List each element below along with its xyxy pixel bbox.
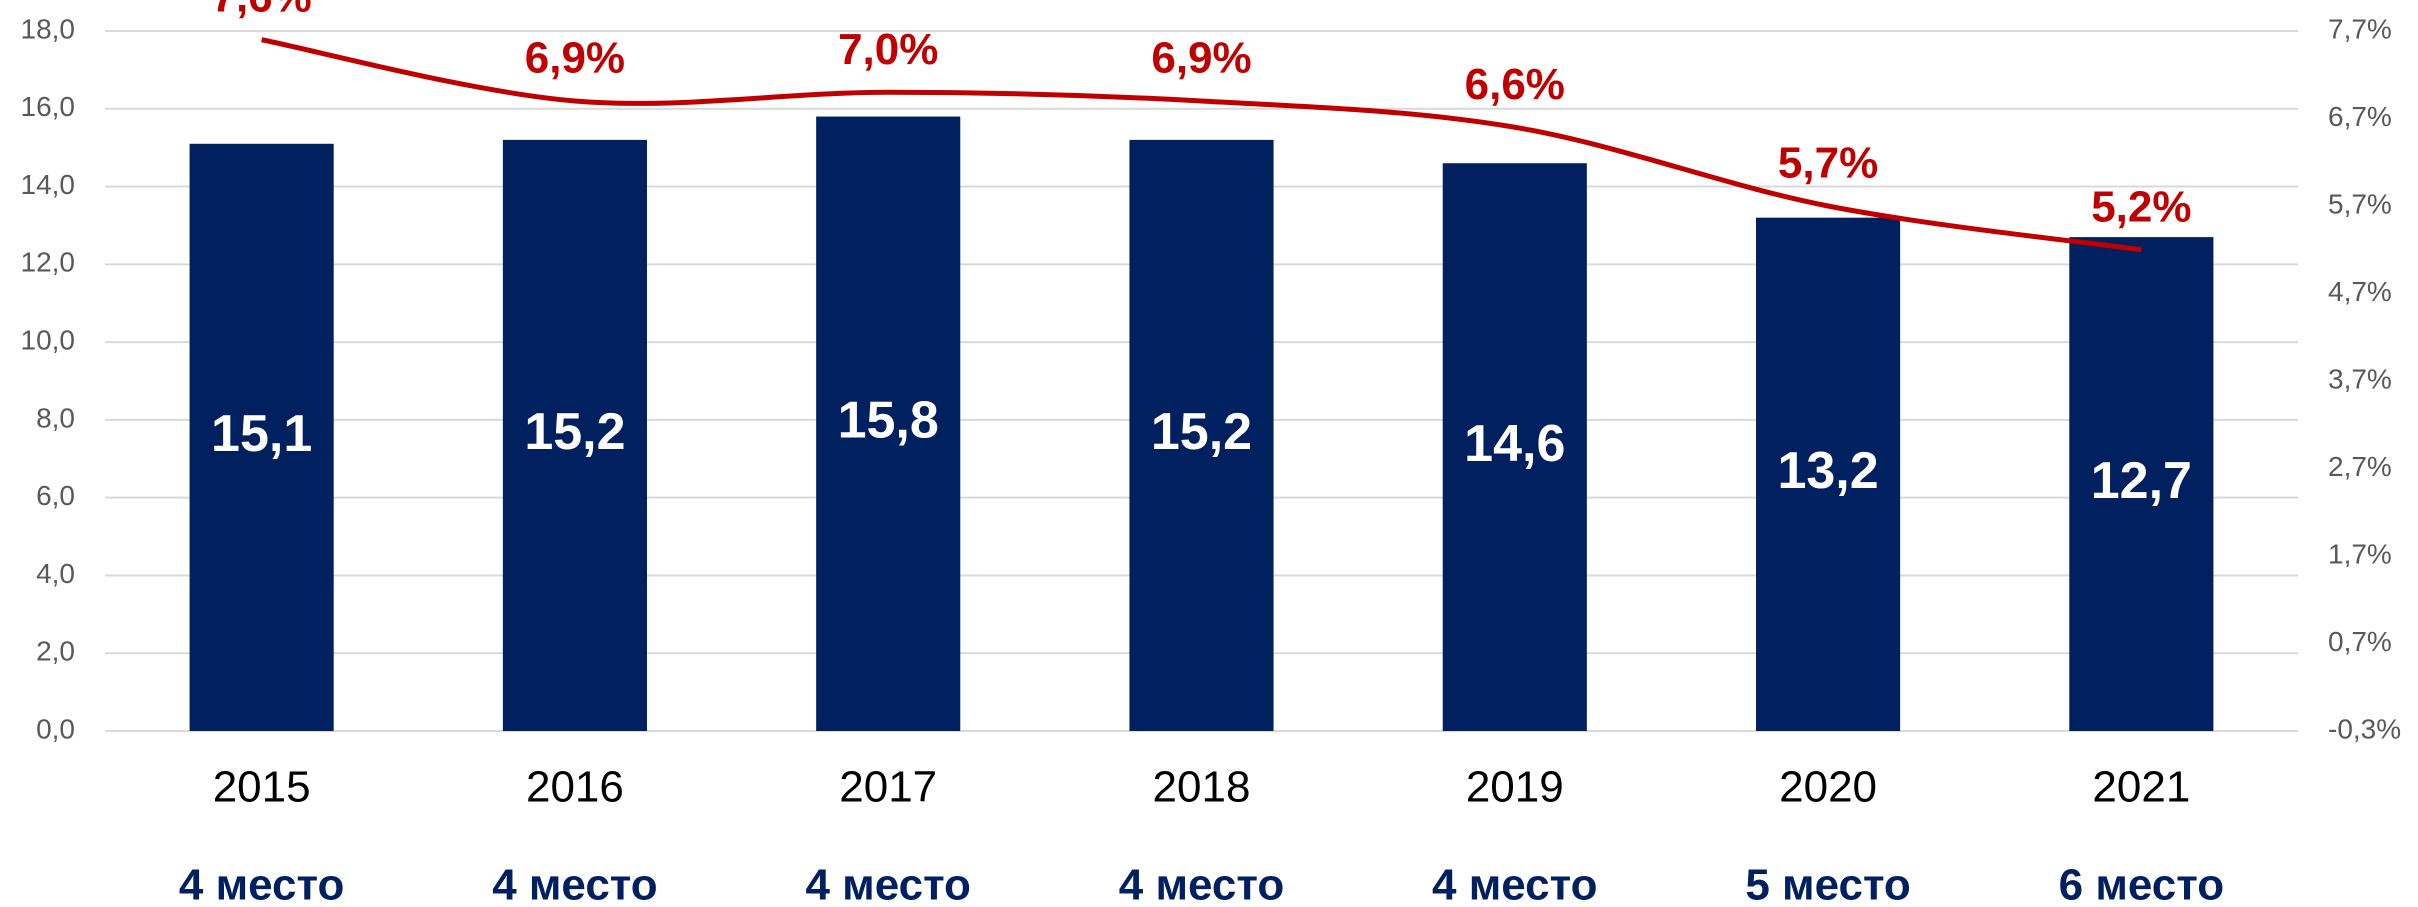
y2-tick-label: -0,3% — [2328, 713, 2401, 744]
y2-tick-label: 2,7% — [2328, 451, 2392, 482]
rank-label: 4 место — [805, 861, 970, 907]
bar-value-label: 15,2 — [1151, 403, 1252, 461]
x-tick-label: 2019 — [1466, 763, 1564, 812]
x-tick-label: 2015 — [213, 763, 311, 812]
bar-value-label: 13,2 — [1777, 442, 1878, 500]
x-tick-label: 2020 — [1779, 763, 1877, 812]
bar — [1442, 163, 1587, 731]
y2-tick-label: 1,7% — [2328, 538, 2392, 569]
bar — [2069, 237, 2214, 731]
bar — [189, 143, 334, 731]
y-tick-label: 10,0 — [21, 325, 76, 356]
bar — [1756, 217, 1901, 731]
rank-label: 5 место — [1745, 861, 1910, 907]
line-value-label: 7,0% — [838, 25, 938, 74]
y2-tick-label: 6,7% — [2328, 101, 2392, 132]
y-tick-label: 8,0 — [36, 402, 75, 433]
y2-tick-label: 0,7% — [2328, 626, 2392, 657]
y-tick-label: 16,0 — [21, 91, 76, 122]
line-value-label: 5,7% — [1778, 139, 1878, 188]
bar-value-label: 15,8 — [838, 392, 939, 450]
y2-tick-label: 3,7% — [2328, 363, 2392, 394]
line-value-label: 6,6% — [1465, 60, 1565, 109]
y-tick-label: 2,0 — [36, 636, 75, 667]
bar — [816, 116, 961, 732]
bar-value-label: 12,7 — [2091, 452, 2192, 510]
bar — [502, 139, 647, 731]
bar-value-label: 15,1 — [211, 405, 312, 463]
y-tick-label: 0,0 — [36, 713, 75, 744]
x-tick-label: 2017 — [839, 763, 937, 812]
rank-label: 4 место — [492, 861, 657, 907]
rank-label: 4 место — [179, 861, 344, 907]
rank-label: 4 место — [1432, 861, 1597, 907]
x-tick-label: 2018 — [1153, 763, 1251, 812]
bar-value-label: 15,2 — [524, 403, 625, 461]
line-value-label: 6,9% — [525, 34, 625, 83]
line-value-label: 5,2% — [2091, 182, 2191, 231]
y-tick-label: 12,0 — [21, 247, 76, 278]
y2-tick-label: 5,7% — [2328, 188, 2392, 219]
bar-value-label: 14,6 — [1464, 415, 1565, 473]
y2-tick-label: 7,7% — [2328, 13, 2392, 44]
line-value-label: 7,6% — [211, 0, 311, 21]
line-value-label: 6,9% — [1151, 34, 1251, 83]
rank-label: 6 место — [2059, 861, 2224, 907]
y-tick-label: 18,0 — [21, 13, 76, 44]
rank-label: 4 место — [1119, 861, 1284, 907]
x-tick-label: 2021 — [2092, 763, 2190, 812]
line — [261, 37, 2142, 253]
y-tick-label: 4,0 — [36, 558, 75, 589]
y-tick-label: 14,0 — [21, 169, 76, 200]
y-tick-label: 6,0 — [36, 480, 75, 511]
x-tick-label: 2016 — [526, 763, 624, 812]
y2-tick-label: 4,7% — [2328, 276, 2392, 307]
bar — [1129, 139, 1274, 731]
